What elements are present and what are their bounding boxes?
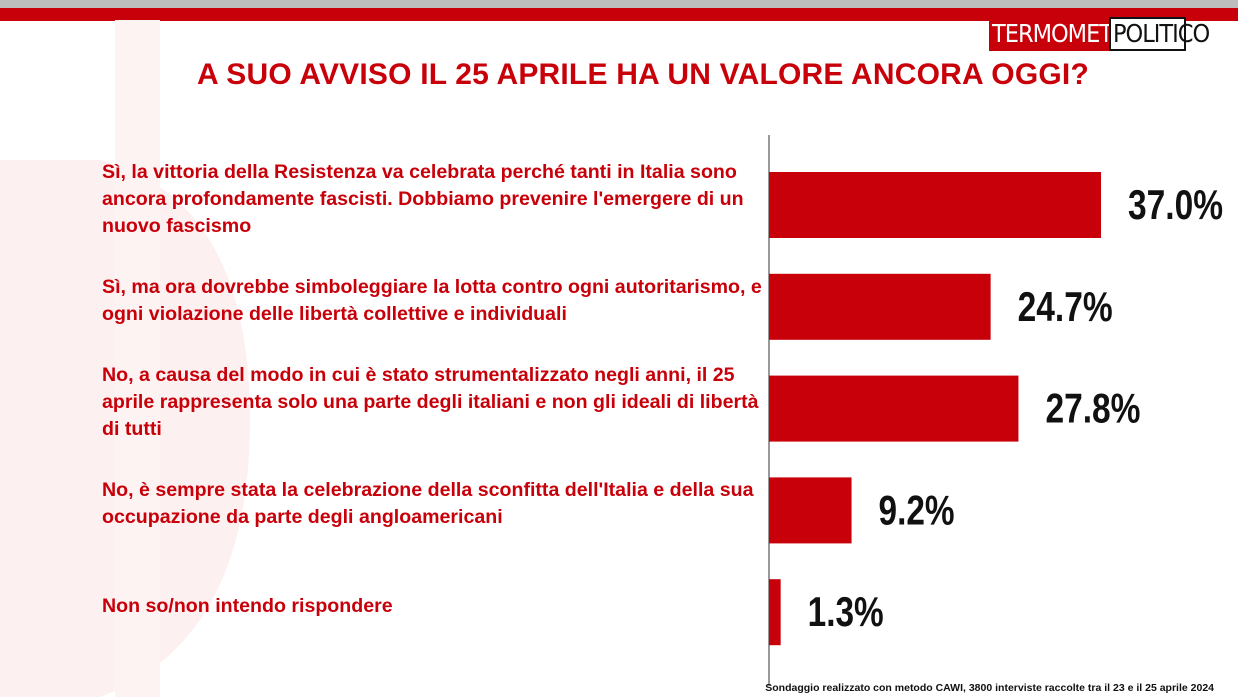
bar [769,273,991,340]
top-band [0,8,1238,21]
background-shape [115,20,160,697]
value-label: 37.0% [1128,181,1223,228]
category-label: Sì, ma ora dovrebbe simboleggiare la lot… [102,275,762,325]
value-label: 24.7% [1018,283,1113,330]
category-label: Sì, la vittoria della Resistenza va cele… [102,160,744,237]
top-strip [0,0,1238,8]
bar [769,172,1101,238]
bar [769,579,781,646]
logo-part: POLITICO [1109,17,1210,51]
value-label: 1.3% [808,588,884,635]
chart-title: A SUO AVVISO IL 25 APRILE HA UN VALORE A… [197,58,1089,91]
logo-part: TERMOMETRO [989,17,1144,51]
category-label: Non so/non intendo rispondere [102,594,393,617]
bar [769,477,852,544]
bar [769,375,1019,442]
source-note: Sondaggio realizzato con metodo CAWI, 38… [765,682,1214,694]
value-label: 9.2% [879,486,955,533]
category-label: No, a causa del modo in cui è stato stru… [102,364,759,441]
value-label: 27.8% [1045,385,1140,432]
category-label: No, è sempre stata la celebrazione della… [102,479,754,529]
